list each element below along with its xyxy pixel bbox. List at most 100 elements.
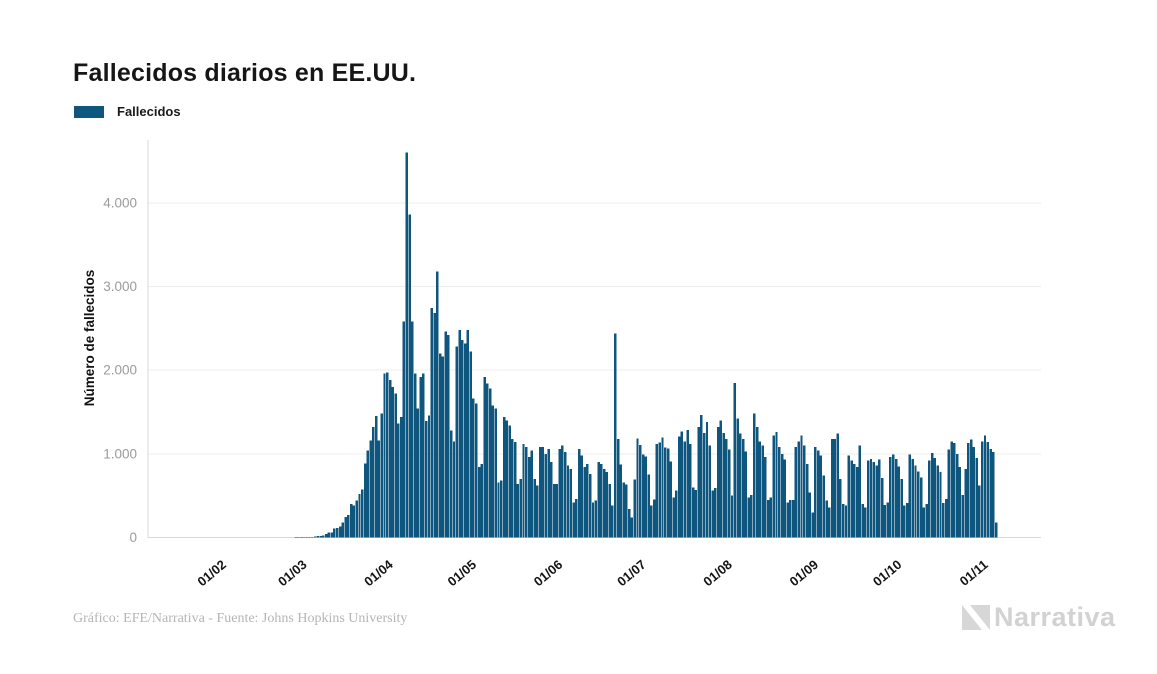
bar (544, 453, 547, 538)
bar (728, 449, 731, 538)
bar (558, 448, 561, 538)
bar (486, 383, 489, 538)
bar (347, 515, 350, 538)
bar (967, 442, 970, 538)
bar (961, 494, 964, 538)
bar (500, 480, 503, 538)
bar (900, 478, 903, 538)
y-tick-label: 3.000 (103, 279, 137, 294)
bar (380, 413, 383, 538)
bar (783, 459, 787, 538)
bar (972, 447, 976, 538)
x-tick-label: 01/09 (787, 557, 822, 589)
brand-text: Narrativa (994, 602, 1116, 632)
bar (641, 454, 645, 538)
bar (305, 537, 308, 538)
bar (841, 504, 845, 538)
bar (450, 430, 453, 538)
n-icon-right-triangle (970, 605, 990, 630)
bar (322, 535, 325, 538)
bar (477, 467, 481, 538)
x-tick-label: 01/08 (700, 557, 735, 589)
bar (886, 502, 889, 538)
bar (405, 152, 408, 538)
bar (733, 383, 737, 538)
bar (408, 214, 411, 538)
bar (416, 408, 420, 538)
bar (716, 427, 720, 538)
legend-swatch-icon (74, 105, 104, 118)
bar (597, 462, 600, 538)
bar (586, 463, 589, 538)
bar (533, 478, 536, 538)
bar (691, 487, 695, 538)
bar (750, 494, 753, 538)
bar (811, 512, 814, 538)
bar (602, 468, 606, 538)
bar (944, 499, 948, 538)
bar (864, 507, 867, 538)
bar (867, 460, 870, 538)
bar (480, 463, 484, 538)
bar (858, 445, 862, 538)
bar (769, 497, 773, 538)
bar (366, 450, 370, 538)
bar (736, 418, 739, 538)
bar (399, 416, 403, 538)
bar (589, 473, 592, 538)
bar (327, 532, 331, 538)
bar (647, 474, 650, 538)
bar (992, 452, 995, 538)
bar (930, 452, 934, 538)
bar (672, 497, 675, 538)
bar (330, 532, 333, 538)
bar (494, 408, 497, 538)
bar (928, 460, 931, 538)
bar (905, 503, 909, 538)
bar (422, 373, 425, 538)
bar (619, 464, 623, 538)
bar (730, 495, 734, 538)
bar (419, 376, 422, 538)
footer-credit: Gráfico: EFE/Narrativa - Fuente: Johns H… (73, 611, 408, 626)
bar (980, 441, 984, 538)
bar (747, 497, 750, 538)
bar (502, 416, 506, 538)
legend: Fallecidos (74, 104, 181, 119)
bar (911, 458, 914, 538)
bar (458, 329, 461, 538)
bar (386, 372, 389, 538)
bar (547, 448, 550, 538)
bar (661, 437, 664, 538)
bar (472, 398, 475, 538)
bar (903, 505, 906, 538)
x-tick-label: 01/04 (361, 556, 396, 589)
bar (550, 462, 553, 538)
n-icon-left-triangle (962, 605, 982, 630)
bar (789, 499, 792, 538)
bar (800, 435, 803, 538)
bar (764, 457, 767, 538)
bar (344, 516, 347, 538)
bar (939, 472, 942, 538)
bar (530, 450, 534, 538)
bar (700, 414, 703, 538)
bar (722, 432, 725, 538)
bar (791, 499, 795, 538)
bar (483, 376, 486, 538)
bar (374, 416, 378, 538)
bar (780, 453, 784, 538)
page-title: Fallecidos diarios en EE.UU. (73, 58, 417, 87)
bar (577, 448, 581, 538)
bar (919, 477, 923, 538)
bar (766, 499, 770, 538)
bar (794, 447, 798, 538)
bar (855, 467, 859, 538)
bar (677, 436, 681, 538)
bar (644, 456, 648, 538)
bar (739, 433, 742, 538)
bar (933, 458, 937, 538)
bar (936, 465, 939, 538)
bar (816, 450, 820, 538)
bar (513, 442, 517, 538)
